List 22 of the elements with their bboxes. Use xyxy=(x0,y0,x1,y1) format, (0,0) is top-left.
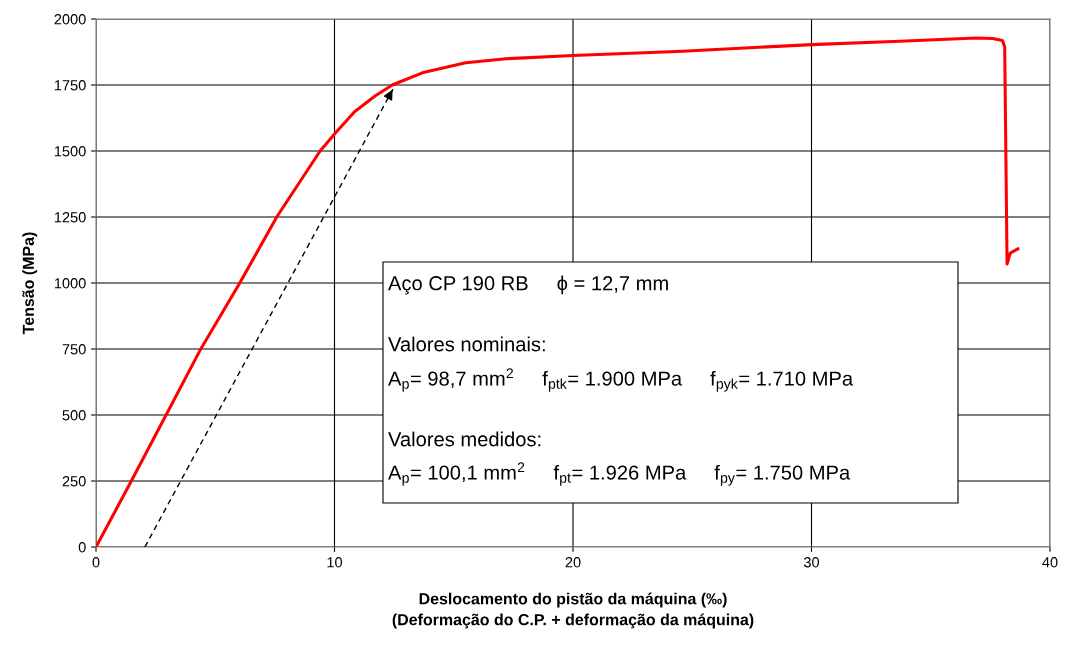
x-tick-label: 0 xyxy=(92,557,100,568)
text: A$_{p}$= 98,7 mm$^{2}$ f$_{ptk}$= 1.900 MPa f$_{pyk}$= 1.710 MPa xyxy=(388,368,854,392)
y-tick-label: 1000 xyxy=(54,278,86,289)
x-axis-title: Deslocamento do pistão da máquina (‰) (Deformação do C.P. + deformação da máquina) xyxy=(392,592,754,629)
y-tick-label: 500 xyxy=(62,410,86,421)
annotation: Valores medidos: xyxy=(388,431,541,447)
x-tick-label: 30 xyxy=(803,557,820,568)
y-tick-label: 0 xyxy=(78,542,86,553)
x-tick-label: 40 xyxy=(1042,557,1058,568)
x-tick-label: 20 xyxy=(565,557,581,568)
y-tick-label: 1250 xyxy=(54,212,86,223)
line-series xyxy=(96,36,1020,547)
y-tick-label: 250 xyxy=(62,476,86,487)
annotation: Aço CP 190 RB ϕ = 12,7 mm xyxy=(388,275,668,295)
y-axis-title: Tensão (MPa) xyxy=(22,232,38,335)
x-tick-label: 10 xyxy=(327,557,343,568)
y-tick-label: 750 xyxy=(62,344,86,355)
annotation: Valores nominais: xyxy=(388,336,545,352)
y-tick-label: 1750 xyxy=(54,80,86,91)
y-tick-label: 1500 xyxy=(54,146,86,157)
text: A$_{p}$= 100,1 mm$^{2}$ f$_{pt}$= 1.926 MPa f$_{py}$= 1.750 MPa xyxy=(388,462,851,486)
y-tick-label: 2000 xyxy=(54,14,86,25)
